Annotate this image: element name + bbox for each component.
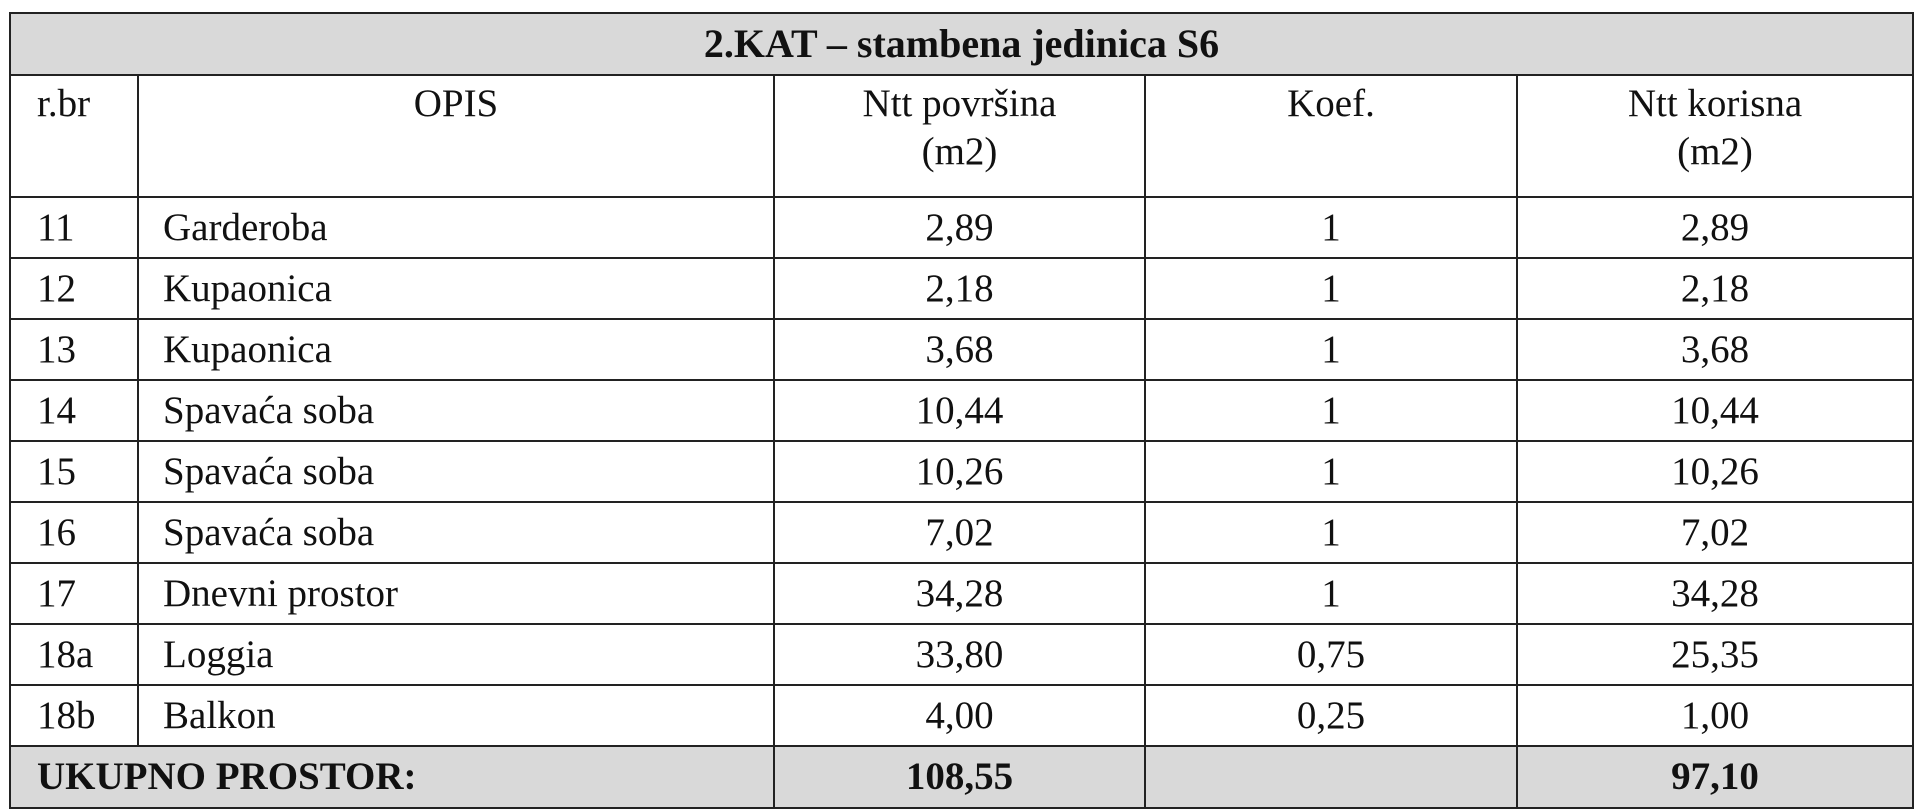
cell-rbr: 18a [9, 623, 139, 686]
cell-korisna: 1,00 [1515, 684, 1915, 747]
cell-korisna: 2,89 [1515, 196, 1915, 259]
cell-rbr: 16 [9, 501, 139, 564]
table-row: 13 Kupaonica 3,68 1 3,68 [9, 318, 1915, 381]
cell-opis: Kupaonica [137, 318, 775, 381]
cell-opis: Spavaća soba [137, 501, 775, 564]
cell-koef: 1 [1144, 440, 1518, 503]
cell-korisna: 3,68 [1515, 318, 1915, 381]
table-row: 11 Garderoba 2,89 1 2,89 [9, 196, 1915, 259]
cell-opis: Spavaća soba [137, 379, 775, 442]
cell-korisna: 10,44 [1515, 379, 1915, 442]
cell-opis: Balkon [137, 684, 775, 747]
table-row: 16 Spavaća soba 7,02 1 7,02 [9, 501, 1915, 564]
table-row: 17 Dnevni prostor 34,28 1 34,28 [9, 562, 1915, 625]
cell-koef: 1 [1144, 562, 1518, 625]
cell-povrsina: 33,80 [773, 623, 1146, 686]
cell-rbr: 15 [9, 440, 139, 503]
header-rbr: r.br [9, 74, 139, 198]
area-table: 2.KAT – stambena jedinica S6 r.br OPIS N… [8, 12, 1915, 809]
cell-koef: 1 [1144, 379, 1518, 442]
total-korisna: 97,10 [1515, 745, 1915, 809]
cell-koef: 1 [1144, 318, 1518, 381]
cell-koef: 1 [1144, 257, 1518, 320]
header-ntt-korisna-label: Ntt korisna [1627, 82, 1803, 125]
cell-korisna: 7,02 [1515, 501, 1915, 564]
header-ntt-korisna: Ntt korisna (m2) [1515, 74, 1915, 198]
header-ntt-povrsina-label: Ntt površina [862, 82, 1057, 125]
cell-korisna: 25,35 [1515, 623, 1915, 686]
cell-opis: Garderoba [137, 196, 775, 259]
cell-korisna: 34,28 [1515, 562, 1915, 625]
cell-povrsina: 10,26 [773, 440, 1146, 503]
cell-rbr: 18b [9, 684, 139, 747]
table-row: 15 Spavaća soba 10,26 1 10,26 [9, 440, 1915, 503]
cell-koef: 1 [1144, 501, 1518, 564]
header-koef: Koef. [1144, 74, 1518, 198]
cell-opis: Dnevni prostor [137, 562, 775, 625]
total-povrsina: 108,55 [773, 745, 1146, 809]
table-row: 18a Loggia 33,80 0,75 25,35 [9, 623, 1915, 686]
header-ntt-povrsina: Ntt površina (m2) [773, 74, 1146, 198]
header-ntt-korisna-unit: (m2) [1677, 129, 1753, 173]
cell-povrsina: 2,89 [773, 196, 1146, 259]
cell-povrsina: 4,00 [773, 684, 1146, 747]
total-koef-empty [1144, 745, 1518, 809]
cell-opis: Loggia [137, 623, 775, 686]
total-row: UKUPNO PROSTOR: 108,55 97,10 [9, 745, 1915, 809]
cell-koef: 0,75 [1144, 623, 1518, 686]
cell-rbr: 17 [9, 562, 139, 625]
table-row: 12 Kupaonica 2,18 1 2,18 [9, 257, 1915, 320]
cell-korisna: 2,18 [1515, 257, 1915, 320]
header-ntt-povrsina-unit: (m2) [921, 129, 998, 173]
cell-povrsina: 10,44 [773, 379, 1146, 442]
table-row: 14 Spavaća soba 10,44 1 10,44 [9, 379, 1915, 442]
cell-povrsina: 34,28 [773, 562, 1146, 625]
cell-povrsina: 7,02 [773, 501, 1146, 564]
cell-rbr: 11 [9, 196, 139, 259]
cell-koef: 1 [1144, 196, 1518, 259]
table-title: 2.KAT – stambena jedinica S6 [8, 12, 1915, 76]
cell-rbr: 12 [9, 257, 139, 320]
column-header-row: r.br OPIS Ntt površina (m2) Koef. Ntt ko… [9, 74, 1915, 198]
cell-povrsina: 3,68 [773, 318, 1146, 381]
header-opis: OPIS [137, 74, 775, 198]
cell-rbr: 13 [9, 318, 139, 381]
cell-rbr: 14 [9, 379, 139, 442]
cell-opis: Spavaća soba [137, 440, 775, 503]
cell-povrsina: 2,18 [773, 257, 1146, 320]
cell-opis: Kupaonica [137, 257, 775, 320]
cell-koef: 0,25 [1144, 684, 1518, 747]
cell-korisna: 10,26 [1515, 440, 1915, 503]
table-row: 18b Balkon 4,00 0,25 1,00 [9, 684, 1915, 747]
total-label: UKUPNO PROSTOR: [9, 745, 775, 809]
